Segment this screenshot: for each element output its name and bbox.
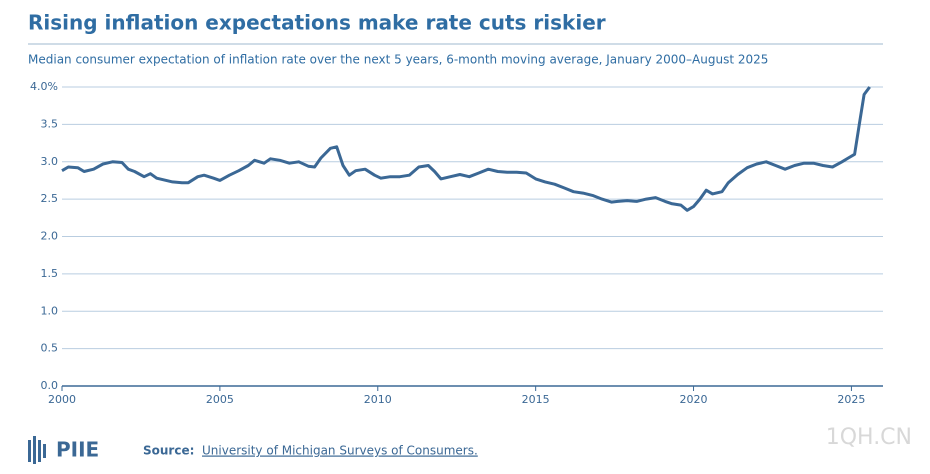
y-tick-label: 2.5 (41, 192, 59, 205)
source: University of Michigan Surveys of Consum… (202, 444, 478, 458)
x-tick-label: 2010 (364, 393, 392, 406)
x-tick-label: 2025 (837, 393, 865, 406)
logo-icon (28, 436, 46, 464)
logo: PIIE (56, 438, 99, 462)
x-tick-label: 2005 (206, 393, 234, 406)
watermark: 1QH.CN (826, 425, 912, 450)
y-tick-label: 1.5 (41, 267, 59, 280)
y-tick-label: 3.5 (41, 117, 59, 130)
source-label: Source: (143, 444, 194, 458)
y-tick-label: 0.5 (41, 342, 59, 355)
y-tick-label: 3.0 (41, 155, 59, 168)
y-tick-label: 0.0 (41, 379, 59, 392)
y-tick-label: 1.0 (41, 304, 59, 317)
x-tick-label: 2000 (48, 393, 76, 406)
chart-subtitle: Median consumer expectation of inflation… (28, 53, 768, 67)
y-tick-label: 2.0 (41, 230, 59, 243)
chart-title: Rising inflation expectations make rate … (28, 11, 606, 35)
x-tick-label: 2020 (680, 393, 708, 406)
line (61, 86, 871, 212)
x-tick-label: 2015 (522, 393, 550, 406)
y-tick-label: 4.0% (30, 80, 58, 93)
